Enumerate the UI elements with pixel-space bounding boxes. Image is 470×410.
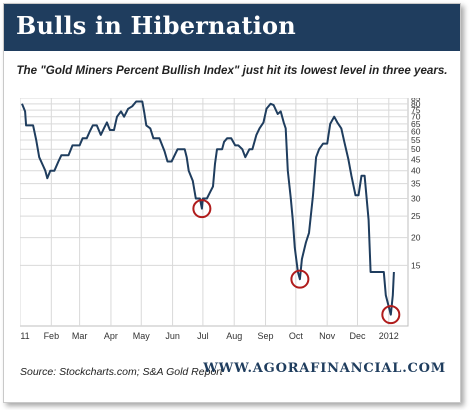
x-tick-label: Jul	[197, 331, 209, 341]
y-tick-label: 65	[411, 119, 421, 129]
y-tick-label: 50	[411, 144, 421, 154]
y-tick-label: 75	[411, 105, 421, 115]
line-chart: 2011FebMarAprMayJunJulAugSepOctNovDec201…	[20, 98, 421, 341]
x-tick-label: 2011	[20, 331, 30, 341]
y-tick-label: 85	[411, 98, 421, 103]
y-tick-label: 35	[411, 179, 421, 189]
series-layer	[21, 100, 395, 316]
x-tick-label: Nov	[319, 331, 336, 341]
plot-frame	[20, 98, 409, 327]
x-tick-label: Feb	[44, 331, 60, 341]
source-note: Source: Stockcharts.com; S&A Gold Report	[20, 366, 223, 378]
x-tick-label: Jun	[165, 331, 180, 341]
y-tick-label: 25	[411, 211, 421, 221]
x-tick-label: Aug	[226, 331, 242, 341]
x-tick-label: Dec	[349, 331, 366, 341]
y-tick-label: 20	[411, 233, 421, 243]
y-tick-label: 30	[411, 193, 421, 203]
low-point-circle	[381, 305, 401, 325]
y-tick-label: 40	[411, 166, 421, 176]
y-tick-label: 60	[411, 127, 421, 137]
chart-card: Bulls in Hibernation The "Gold Miners Pe…	[3, 3, 461, 403]
grid	[20, 98, 409, 327]
y-tick-label: 70	[411, 112, 421, 122]
x-axis-ticks: 2011 Feb Mar Apr May Jun Jul Aug Sep Oct Nov Dec 201…	[20, 331, 399, 341]
x-tick-label: 2012	[379, 331, 399, 341]
y-tick-label: 80	[411, 99, 421, 109]
annotations	[192, 199, 401, 325]
x-tick-label: Apr	[104, 331, 118, 341]
y-tick-label: 55	[411, 135, 421, 145]
series-line	[21, 100, 395, 316]
y-tick-label: 15	[411, 260, 421, 270]
low-point-circle	[192, 199, 212, 219]
x-tick-label: May	[133, 331, 151, 341]
chart-subtitle: The "Gold Miners Percent Bullish Index" …	[16, 64, 448, 77]
chart-title: Bulls in Hibernation	[16, 11, 296, 40]
x-tick-label: Mar	[72, 331, 88, 341]
y-tick-label: 45	[411, 154, 421, 164]
header-banner: Bulls in Hibernation	[4, 4, 460, 51]
site-url: WWW.AGORAFINANCIAL.COM	[203, 361, 446, 376]
x-tick-label: Sep	[258, 331, 274, 341]
x-tick-label: Oct	[289, 331, 304, 341]
low-point-circle	[290, 269, 310, 289]
